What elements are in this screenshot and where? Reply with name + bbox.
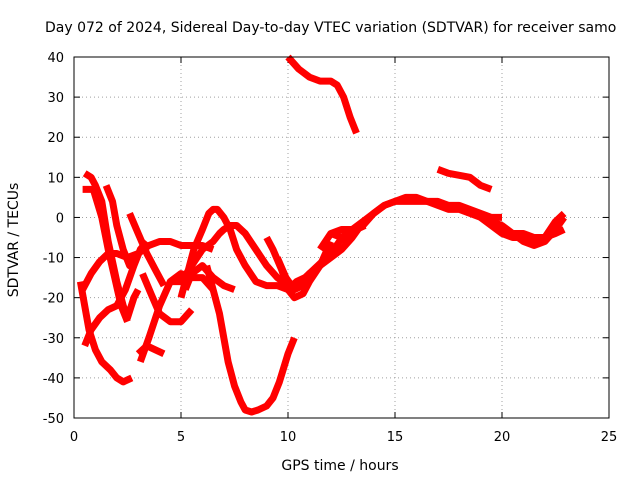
x-tick-label: 20	[494, 430, 511, 445]
y-tick-label: -40	[43, 372, 64, 387]
series-line-arc-21	[490, 210, 567, 241]
series-line-arc-8	[139, 272, 195, 326]
series-line-arc-7	[126, 212, 167, 288]
series-line-arc-23	[285, 54, 360, 135]
y-tick-label: 0	[56, 211, 64, 226]
y-tick-label: 30	[47, 91, 64, 106]
y-tick-label: -20	[43, 292, 64, 307]
series-line-arc-3	[76, 280, 134, 386]
chart-title: Day 072 of 2024, Sidereal Day-to-day VTE…	[45, 20, 616, 36]
x-tick-label: 5	[177, 430, 185, 445]
series-line-arc-2	[82, 185, 131, 323]
series-line-arc-10	[137, 270, 216, 363]
series-line-arc-12	[170, 222, 297, 293]
axis-ticks: 0 5 10 15 20 25 -50 -40 -30 -20 -10 0 10 20 30 40	[43, 51, 618, 445]
y-axis-label: SDTVAR / TECUs	[6, 183, 22, 298]
series-line-arc-13	[203, 264, 298, 416]
x-tick-label: 10	[280, 430, 297, 445]
y-tick-label: 10	[47, 171, 64, 186]
x-axis-label: GPS time / hours	[281, 458, 398, 474]
plot-frame	[73, 56, 610, 419]
y-tick-label: -10	[43, 252, 64, 267]
y-tick-label: 40	[47, 51, 64, 66]
series-line-arc-6	[102, 184, 140, 270]
series-layer	[76, 54, 567, 416]
x-tick-label: 0	[70, 430, 78, 445]
y-tick-label: 20	[47, 131, 64, 146]
x-tick-label: 15	[387, 430, 404, 445]
x-tick-label: 25	[601, 430, 618, 445]
y-tick-label: -50	[43, 412, 64, 427]
y-tick-label: -30	[43, 332, 64, 347]
series-line-arc-14	[182, 262, 236, 293]
series-line-arc-22	[436, 166, 493, 193]
series-line-arc-19	[329, 197, 502, 241]
